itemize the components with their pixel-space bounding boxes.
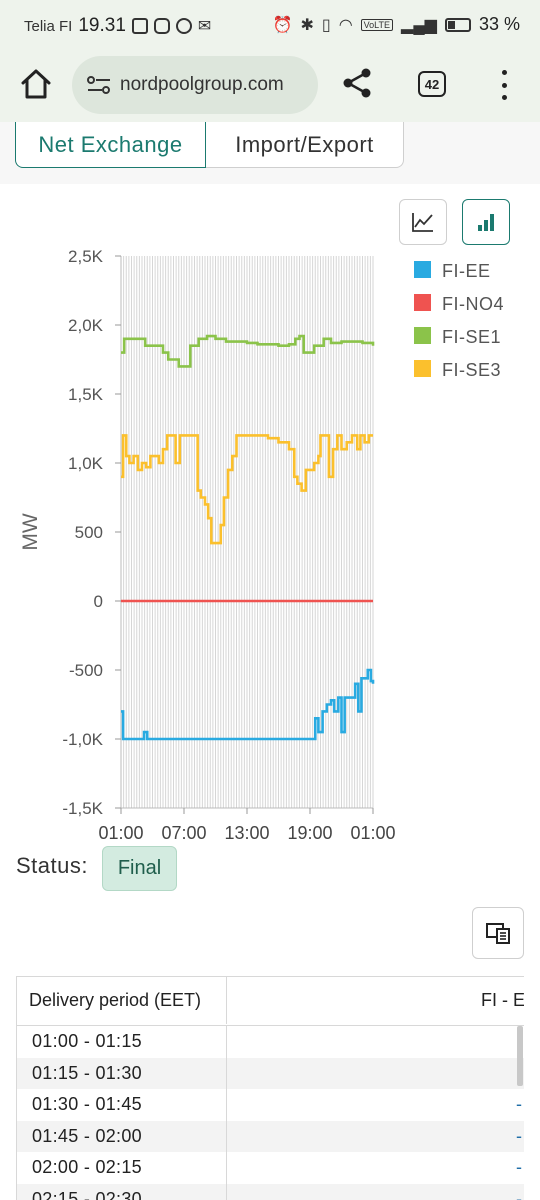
tab-net-exchange[interactable]: Net Exchange <box>15 122 206 168</box>
legend-swatch[interactable] <box>414 261 431 278</box>
x-tick-label: 07:00 <box>161 823 206 843</box>
url-text: nordpoolgroup.com <box>120 74 284 95</box>
gmail-icon: ✉ <box>197 18 212 35</box>
legend-swatch[interactable] <box>414 360 431 377</box>
tabs-icon[interactable]: 42 <box>418 71 446 97</box>
x-tick-label: 01:00 <box>98 823 143 843</box>
signal-icon: ▂▄▆ <box>401 16 437 34</box>
site-settings-icon[interactable] <box>86 75 112 95</box>
bluetooth-icon: ✱ <box>300 16 314 34</box>
header-fi-ee[interactable]: FI - E <box>481 990 524 1010</box>
y-tick-label: 2,0K <box>68 316 104 335</box>
cell-value: - <box>516 1188 522 1200</box>
y-tick-label: 1,5K <box>68 385 104 404</box>
share-icon[interactable] <box>340 66 374 100</box>
bar-chart-icon <box>478 214 494 231</box>
y-tick-label: -1,0K <box>62 730 103 749</box>
volte-icon: VoLTE <box>360 18 394 31</box>
table-row: 01:15 - 01:30 <box>16 1057 524 1089</box>
legend-label[interactable]: FI-SE1 <box>442 327 501 347</box>
x-tick-label: 13:00 <box>224 823 269 843</box>
cell-value: - <box>516 1094 522 1115</box>
y-tick-label: 1,0K <box>68 454 104 473</box>
cell-period: 02:15 - 02:30 <box>17 1183 227 1200</box>
legend-swatch[interactable] <box>414 327 431 344</box>
line-chart-button[interactable] <box>399 199 447 245</box>
cell-period: 02:00 - 02:15 <box>17 1152 227 1184</box>
series-line-fi-se3 <box>121 434 373 545</box>
legend-label[interactable]: FI-EE <box>442 261 491 281</box>
cell-value: - <box>516 1125 522 1146</box>
line-chart-icon <box>412 213 433 232</box>
table-row: 01:45 - 02:00 - <box>16 1120 524 1152</box>
clock: 19.31 <box>78 15 126 36</box>
facebook-icon <box>175 18 192 34</box>
system-status-bar: Telia FI 19.31 ✉ ⏰ ✱ ▯ ◠ VoLTE ▂▄▆ 33 % <box>0 0 540 52</box>
carrier-name: Telia FI <box>24 17 73 35</box>
battery-icon <box>444 17 471 32</box>
export-table-icon <box>486 923 510 944</box>
tab-import-export[interactable]: Import/Export <box>206 122 404 168</box>
status-badge: Final <box>102 846 177 891</box>
table-row: 02:15 - 02:30 - <box>16 1183 524 1200</box>
table-row: 01:00 - 01:15 <box>16 1026 524 1058</box>
y-tick-label: -1,5K <box>62 799 103 818</box>
table-row: 01:30 - 01:45 - <box>16 1089 524 1121</box>
table-scrollbar[interactable] <box>517 1026 523 1086</box>
status-left: Telia FI 19.31 ✉ <box>24 15 211 37</box>
table-row: 02:00 - 02:15 - <box>16 1152 524 1184</box>
export-button[interactable] <box>472 907 524 959</box>
y-tick-label: -500 <box>69 661 103 680</box>
y-tick-label: 2,5K <box>68 247 104 266</box>
table-body: 01:00 - 01:15 01:15 - 01:30 01:30 - 01:45 -… <box>16 1026 524 1200</box>
legend-label[interactable]: FI-NO4 <box>442 294 504 314</box>
status-right: ⏰ ✱ ▯ ◠ VoLTE ▂▄▆ 33 % <box>273 14 520 35</box>
status-label: Status: <box>16 853 88 878</box>
alarm-icon: ⏰ <box>272 16 293 34</box>
legend-label[interactable]: FI-SE3 <box>442 360 501 380</box>
vibrate-icon: ▯ <box>321 16 331 34</box>
legend-swatch[interactable] <box>414 294 431 311</box>
net-exchange-chart: 2,5K 2,0K 1,5K 1,0K 500 0 -500 -1,0K -1,5K 01:00 0… <box>19 247 504 843</box>
data-table: Delivery period (EET) FI - E 01:00 - 01:… <box>16 976 524 1200</box>
overflow-menu-icon[interactable] <box>494 70 514 100</box>
battery-percent: 33 % <box>478 14 520 34</box>
home-icon[interactable] <box>18 66 54 102</box>
instagram-icon <box>153 18 170 34</box>
x-tick-label: 19:00 <box>287 823 332 843</box>
y-tick-label: 500 <box>75 523 103 542</box>
y-axis-label: MW <box>19 513 42 550</box>
address-bar[interactable]: nordpoolgroup.com <box>72 56 318 114</box>
series-line-fi-ee <box>121 668 375 741</box>
cell-value: - <box>516 1157 522 1178</box>
view-tabs: Net Exchange Import/Export <box>0 122 540 184</box>
wifi-icon: ◠ <box>338 16 353 34</box>
cell-period: 01:15 - 01:30 <box>17 1057 227 1089</box>
cell-period: 01:00 - 01:15 <box>17 1026 227 1058</box>
y-tick-label: 0 <box>94 592 103 611</box>
header-delivery-period[interactable]: Delivery period (EET) <box>17 977 227 1024</box>
bar-chart-button[interactable] <box>462 199 510 245</box>
series-line-fi-se1 <box>121 334 375 368</box>
table-header: Delivery period (EET) FI - E <box>16 976 524 1026</box>
browser-toolbar: nordpoolgroup.com 42 <box>0 52 540 122</box>
cell-period: 01:30 - 01:45 <box>17 1089 227 1121</box>
cell-period: 01:45 - 02:00 <box>17 1120 227 1152</box>
x-tick-label: 01:00 <box>350 823 395 843</box>
nfc-icon <box>131 18 148 34</box>
